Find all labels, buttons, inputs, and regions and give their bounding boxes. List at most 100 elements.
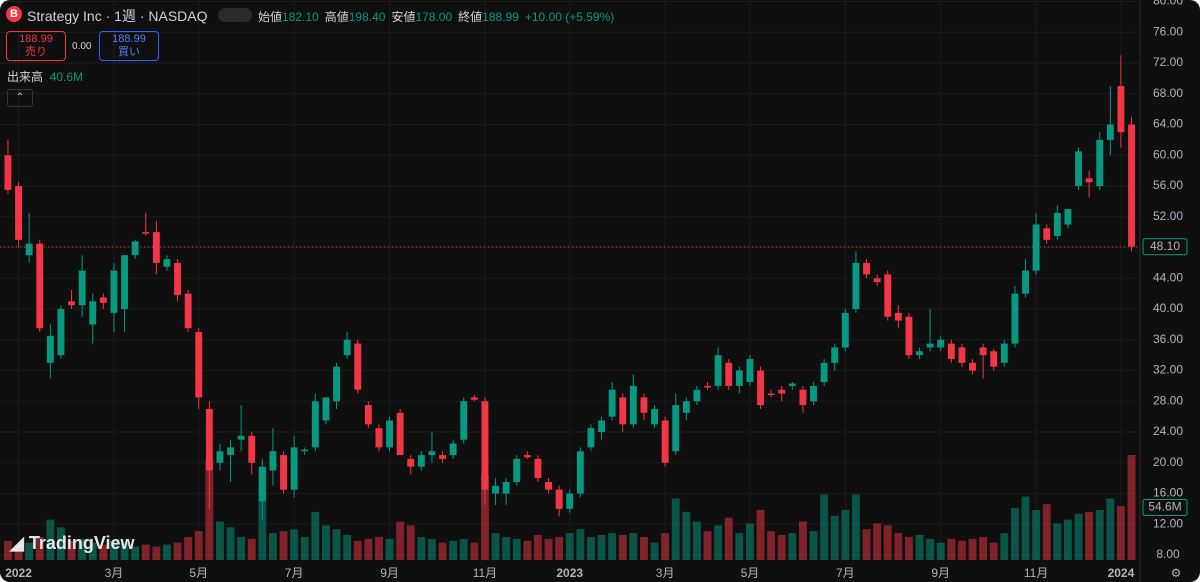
- candle-body: [576, 451, 584, 494]
- candle-body: [1106, 124, 1114, 140]
- candle-body: [1085, 178, 1093, 183]
- candle-body: [142, 232, 150, 234]
- candle-body: [873, 278, 881, 283]
- volume-bar: [14, 544, 23, 560]
- candle-body: [470, 397, 478, 400]
- candle-body: [619, 397, 627, 425]
- candle-body: [735, 370, 743, 386]
- volume-bar: [268, 533, 277, 560]
- volume-bar: [364, 538, 373, 560]
- candle-body: [15, 186, 22, 240]
- volume-bar: [417, 536, 426, 560]
- volume-bar: [512, 538, 521, 560]
- volume-bar: [385, 538, 394, 560]
- volume-bar: [618, 535, 627, 560]
- x-tick-label: 9月: [931, 566, 950, 580]
- volume-bar: [1085, 511, 1094, 560]
- volume-bar: [597, 535, 606, 560]
- price-label: 48.10: [1150, 239, 1180, 253]
- volume-bar: [247, 538, 256, 560]
- x-tick-label: 2024: [1108, 566, 1135, 580]
- candle-body: [89, 301, 97, 325]
- volume-bar: [841, 510, 850, 560]
- candle-body: [905, 316, 913, 356]
- volume-bar: [1127, 455, 1136, 560]
- candle-body: [269, 451, 277, 471]
- volume-bar: [714, 525, 723, 560]
- volume-bar: [735, 533, 744, 560]
- candle-body: [566, 493, 574, 509]
- sell-button[interactable]: 188.99 売り: [6, 31, 66, 61]
- volume-bar: [851, 494, 860, 560]
- volume-bar: [374, 536, 383, 560]
- candle-body: [237, 435, 245, 440]
- candle-body: [354, 343, 362, 390]
- candle-body: [651, 408, 658, 425]
- buy-label: 買い: [118, 46, 140, 58]
- candle-body: [767, 393, 775, 396]
- candle-body: [396, 412, 404, 456]
- candle-body: [1043, 228, 1051, 240]
- x-tick-label: 3月: [105, 566, 124, 580]
- sell-label: 売り: [25, 46, 47, 58]
- candle-body: [916, 351, 923, 356]
- collapse-button[interactable]: ⌃: [7, 89, 33, 107]
- watermark: ◢ TradingView: [10, 533, 135, 553]
- x-tick-label: 11月: [473, 566, 497, 580]
- change: +10.00 (+5.59%): [524, 10, 615, 24]
- candle-body: [947, 343, 955, 359]
- volume-bar: [226, 527, 235, 560]
- ohlc-label: 終値: [458, 10, 483, 24]
- symbol-logo[interactable]: B: [6, 6, 22, 22]
- volume-bar: [449, 540, 458, 560]
- x-tick-label: 3月: [656, 566, 675, 580]
- volume-bar: [809, 531, 818, 560]
- volume-bar: [35, 536, 44, 560]
- candle-body: [407, 458, 415, 467]
- volume-bar: [1116, 506, 1125, 560]
- volume-bar: [25, 542, 34, 560]
- candle-body: [46, 335, 54, 363]
- price-label-box: [1142, 238, 1188, 256]
- ohlc-label: 始値: [258, 10, 283, 24]
- volume-bar: [523, 540, 532, 560]
- volume-bar: [279, 531, 288, 560]
- volume-bar: [830, 515, 839, 560]
- volume-bar: [904, 536, 913, 560]
- candle-body: [57, 309, 65, 356]
- volume-bar: [459, 538, 468, 560]
- candle-body: [523, 455, 531, 458]
- volume-bar: [915, 535, 924, 560]
- candle-body: [428, 451, 436, 456]
- candle-body: [725, 362, 733, 386]
- volume-bar: [661, 533, 670, 560]
- candle-body: [555, 489, 563, 509]
- volume-bar: [555, 536, 564, 560]
- candle-body: [693, 389, 701, 402]
- x-tick-label: 11月: [1024, 566, 1048, 580]
- symbol-title[interactable]: Strategy Inc · 1週 · NASDAQ: [27, 8, 208, 24]
- buy-button[interactable]: 188.99 買い: [99, 31, 159, 61]
- candle-body: [152, 232, 160, 263]
- y-tick-label: 60.00: [1153, 147, 1183, 161]
- candle-body: [894, 312, 902, 321]
- volume-bar: [957, 540, 966, 560]
- settings-icon[interactable]: ⚙: [1171, 566, 1182, 580]
- candle-body: [502, 481, 510, 494]
- volume-bar: [820, 494, 829, 560]
- volume-bar: [470, 542, 479, 560]
- y-tick-label: 32.00: [1153, 363, 1183, 377]
- y-tick-label: 24.00: [1153, 424, 1183, 438]
- y-tick-label: 20.00: [1153, 455, 1183, 469]
- volume-bar: [78, 538, 87, 560]
- candle-body: [704, 385, 711, 388]
- y-tick-label: 40.00: [1153, 301, 1183, 315]
- candle-body: [25, 243, 33, 256]
- candle-body: [863, 262, 870, 275]
- toggle[interactable]: [218, 8, 252, 22]
- candle-body: [4, 155, 12, 190]
- candle-body: [937, 339, 945, 348]
- candle-body: [205, 408, 213, 471]
